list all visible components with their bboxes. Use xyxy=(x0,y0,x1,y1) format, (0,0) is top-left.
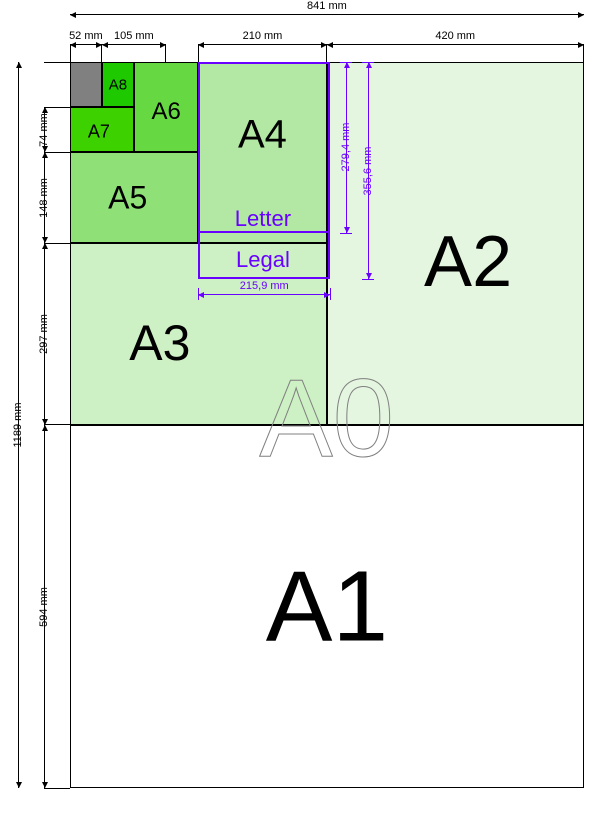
label-A7: A7 xyxy=(88,122,110,143)
dimlabel-210mm: 210 mm xyxy=(243,30,283,42)
label-Legal: Legal xyxy=(236,247,290,273)
label-A0: A0 xyxy=(259,355,394,482)
dim-210mm xyxy=(198,44,326,45)
dimlabel-594mm: 594 mm xyxy=(38,587,50,627)
dimlabel-2159mm: 215,9 mm xyxy=(240,280,289,292)
label-A6: A6 xyxy=(152,98,181,126)
dimlabel-105mm: 105 mm xyxy=(114,30,154,42)
paper-size-diagram: A1A2A3A4A5A6A7A8A0LetterLegal841 mm52 mm… xyxy=(0,0,600,819)
label-A1: A1 xyxy=(266,549,388,664)
dim-2159mm xyxy=(198,294,330,295)
dimlabel-297mm: 297 mm xyxy=(38,314,50,354)
dim-105mm xyxy=(102,44,166,45)
dim-841mm xyxy=(70,14,584,15)
label-A3: A3 xyxy=(129,314,190,372)
paper-gray xyxy=(70,62,102,107)
dimlabel-148mm: 148 mm xyxy=(38,178,50,218)
label-A2: A2 xyxy=(424,221,512,303)
label-A5: A5 xyxy=(108,179,147,216)
dimlabel-1189mm: 1189 mm xyxy=(12,403,24,448)
dimlabel-841mm: 841 mm xyxy=(307,0,347,12)
dim-420mm xyxy=(327,44,584,45)
dimlabel-420mm: 420 mm xyxy=(435,30,475,42)
dimlabel-2794mm: 279,4 mm xyxy=(340,123,352,172)
dimlabel-52mm: 52 mm xyxy=(69,30,103,42)
dim-52mm xyxy=(70,44,102,45)
dimlabel-74mm: 74 mm xyxy=(38,113,50,147)
dimlabel-3556mm: 355,6 mm xyxy=(362,146,374,195)
label-A8: A8 xyxy=(109,76,127,93)
